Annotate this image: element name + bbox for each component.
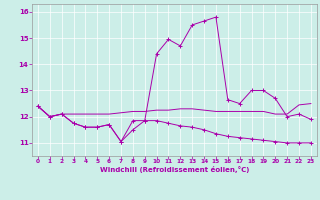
X-axis label: Windchill (Refroidissement éolien,°C): Windchill (Refroidissement éolien,°C) [100,166,249,173]
